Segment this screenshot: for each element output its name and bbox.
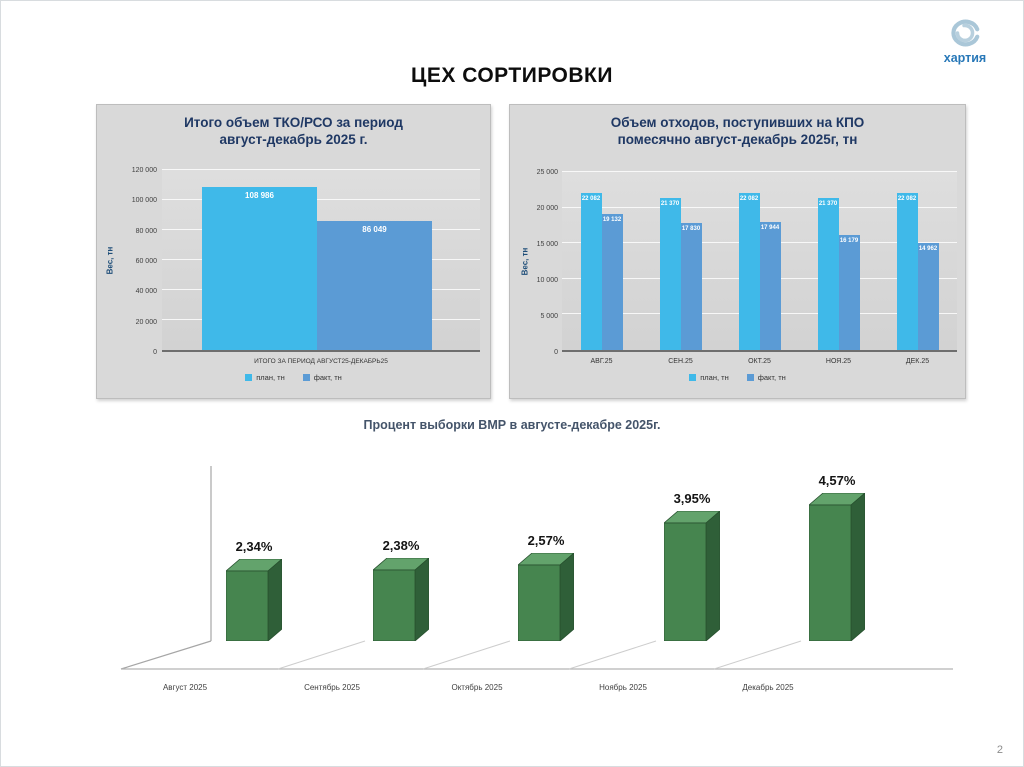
legend-swatch (302, 374, 310, 381)
gridline (562, 171, 957, 172)
tko-yticks: 0 20 000 40 000 60 000 80 000 100 000 120 000 (117, 167, 157, 356)
bar-value-label: 86 049 (362, 224, 387, 234)
y-tick-label: 120 000 (131, 167, 157, 174)
bar-value-label: 19 132 (602, 216, 622, 223)
gridline (162, 199, 480, 200)
bar-plan: 108 986 (202, 186, 317, 350)
page-title: ЦЕХ СОРТИРОВКИ (411, 64, 613, 87)
legend-swatch (746, 374, 754, 381)
page-number: 2 (996, 744, 1003, 756)
x-category-label: НОЯ.25 (825, 358, 852, 365)
bar-fact-4: 14 962 (917, 243, 939, 350)
vmr-value-label: 4,57% (818, 473, 856, 488)
bar-value-label: 17 944 (760, 225, 780, 232)
legend-item: план, тн (689, 373, 729, 382)
legend-item: факт, тн (302, 373, 342, 382)
vmr-value-label: 3,95% (673, 491, 711, 506)
kpo-legend: план, тн факт, тн (510, 373, 965, 382)
vmr-chart: 2,34% Август 2025 2,38% Сентябрь 2025 2,57% О… (91, 453, 991, 723)
logo-text: хартия (943, 51, 987, 65)
x-category-label: ДЕК.25 (905, 358, 930, 365)
vmr-category-label: Декабрь 2025 (742, 683, 794, 692)
y-tick-label: 60 000 (135, 258, 157, 265)
y-tick-label: 25 000 (536, 169, 558, 176)
tko-plot: 108 986 86 049 (162, 169, 480, 352)
y-tick-label: 15 000 (536, 241, 558, 248)
vmr-value-label: 2,34% (235, 539, 273, 554)
logo: хартия (931, 17, 999, 65)
chart-title-tko: Итого объем ТКО/РСО за период август-дек… (184, 115, 403, 147)
bar-value-label: 22 082 (897, 195, 917, 202)
kpo-category-labels: АВГ.25 СЕН.25 ОКТ.25 НОЯ.25 ДЕК.25 (562, 358, 957, 368)
y-tick-label: 0 (153, 349, 157, 356)
vmr-value-label: 2,38% (382, 538, 420, 553)
bar3d-2 (516, 552, 576, 646)
legend-swatch (245, 374, 253, 381)
bar-plan-2: 22 082 (738, 192, 760, 350)
y-tick-label: 5 000 (540, 313, 558, 320)
gridline (162, 169, 480, 170)
tko-category-label: ИТОГО ЗА ПЕРИОД АВГУСТ25-ДЕКАБРЬ25 (254, 358, 388, 365)
gridline (562, 206, 957, 208)
tko-y-axis-label: Вес, тн (105, 246, 115, 275)
y-tick-label: 20 000 (135, 318, 157, 326)
bar-plan-3: 21 370 (817, 197, 839, 350)
y-tick-label: 20 000 (536, 205, 558, 212)
vmr-category-label: Ноябрь 2025 (599, 683, 647, 692)
y-tick-label: 10 000 (536, 277, 558, 284)
y-tick-label: 0 (554, 349, 558, 356)
legend-item: факт, тн (746, 373, 786, 382)
legend-item: план, тн (245, 373, 285, 382)
bar-value-label: 17 830 (681, 226, 701, 233)
bar-value-label: 21 370 (818, 200, 838, 207)
y-tick-label: 80 000 (135, 227, 157, 235)
y-tick-label: 100 000 (131, 197, 157, 205)
bar-fact: 86 049 (317, 220, 432, 350)
chart-title-kpo: Объем отходов, поступивших на КПО помеся… (610, 115, 865, 147)
x-category-label: СЕН.25 (668, 358, 693, 365)
x-category-label: АВГ.25 (590, 358, 613, 365)
tko-legend: план, тн факт, тн (97, 373, 490, 382)
bar-fact-3: 16 179 (838, 234, 860, 350)
bar-value-label: 22 082 (739, 195, 759, 202)
bar-value-label: 14 962 (918, 246, 938, 253)
vmr-category-label: Октябрь 2025 (451, 683, 503, 692)
bar3d-3 (662, 510, 722, 646)
bar-plan-4: 22 082 (896, 192, 918, 350)
bar-fact-2: 17 944 (759, 222, 781, 350)
x-category-label: ОКТ.25 (748, 358, 771, 365)
bar-value-label: 16 179 (839, 237, 859, 244)
logo-swirl-icon (946, 19, 984, 53)
kpo-plot: 22 082 19 132 21 370 17 830 22 082 17 944 21 3… (562, 171, 957, 352)
bar3d-0 (224, 558, 284, 646)
kpo-yticks: 0 5 000 10 000 15 000 20 000 25 000 (518, 169, 558, 356)
vmr-value-label: 2,57% (527, 533, 565, 548)
chart-panel-kpo: Объем отходов, поступивших на КПО помеся… (509, 104, 966, 399)
bar-value-label: 108 986 (245, 190, 274, 200)
section-heading: Процент выборки ВМР в августе-декабре 20… (363, 418, 661, 432)
vmr-category-label: Август 2025 (162, 683, 208, 692)
bar-fact-1: 17 830 (680, 223, 702, 350)
vmr-category-label: Сентябрь 2025 (304, 683, 360, 692)
bar-value-label: 22 082 (581, 195, 601, 202)
bar-plan-1: 21 370 (659, 197, 681, 350)
legend-swatch (689, 374, 697, 381)
chart-panel-tko: Итого объем ТКО/РСО за период август-дек… (96, 104, 491, 399)
bar3d-4 (807, 492, 867, 646)
bar-fact-0: 19 132 (601, 213, 623, 350)
bar3d-1 (371, 557, 431, 646)
bar-value-label: 21 370 (660, 200, 680, 207)
bar-plan-0: 22 082 (580, 192, 602, 350)
y-tick-label: 40 000 (135, 288, 157, 296)
